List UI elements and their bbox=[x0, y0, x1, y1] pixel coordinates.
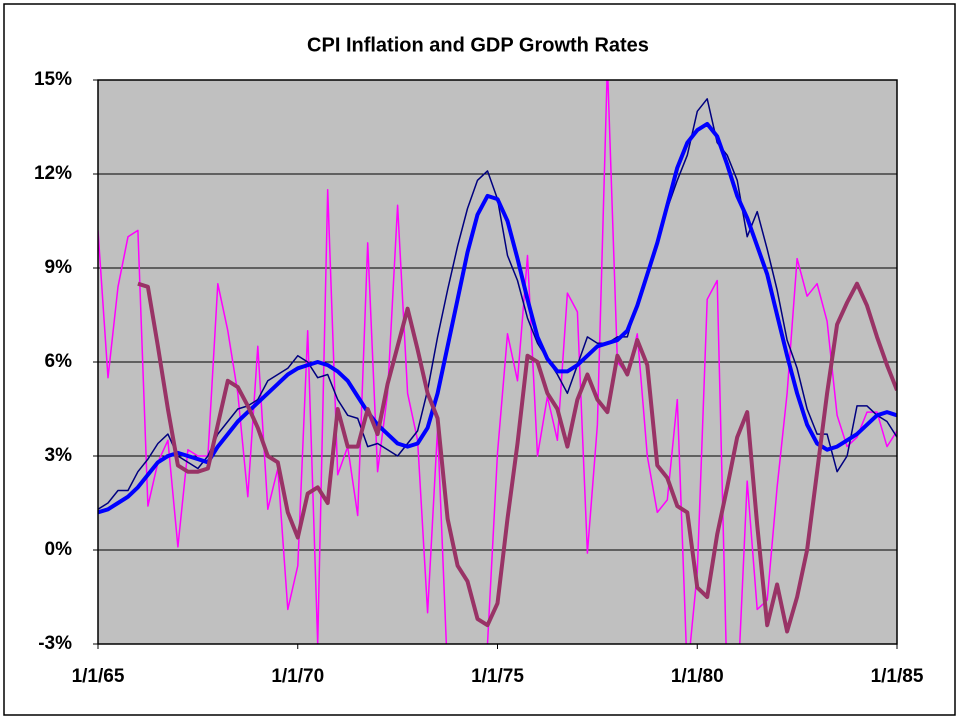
y-tick-label: 0% bbox=[45, 539, 73, 560]
series-group bbox=[98, 80, 897, 644]
plot-border bbox=[97, 79, 898, 645]
y-tick-label: 3% bbox=[45, 445, 73, 466]
x-tick-label: 1/1/80 bbox=[671, 666, 724, 687]
y-tick-label: 6% bbox=[45, 351, 73, 372]
y-tick-label: 12% bbox=[34, 163, 72, 184]
series-line bbox=[98, 121, 897, 515]
x-tick-label: 1/1/70 bbox=[271, 666, 324, 687]
x-tick-label: 1/1/85 bbox=[871, 666, 924, 687]
y-tick-label: 9% bbox=[45, 257, 73, 278]
y-tick-label: -3% bbox=[38, 633, 72, 654]
y-tick-label: 15% bbox=[34, 69, 72, 90]
x-tick-label: 1/1/65 bbox=[72, 666, 125, 687]
series-line bbox=[137, 281, 897, 634]
x-tick-label: 1/1/75 bbox=[471, 666, 524, 687]
chart-title: CPI Inflation and GDP Growth Rates bbox=[307, 34, 649, 56]
